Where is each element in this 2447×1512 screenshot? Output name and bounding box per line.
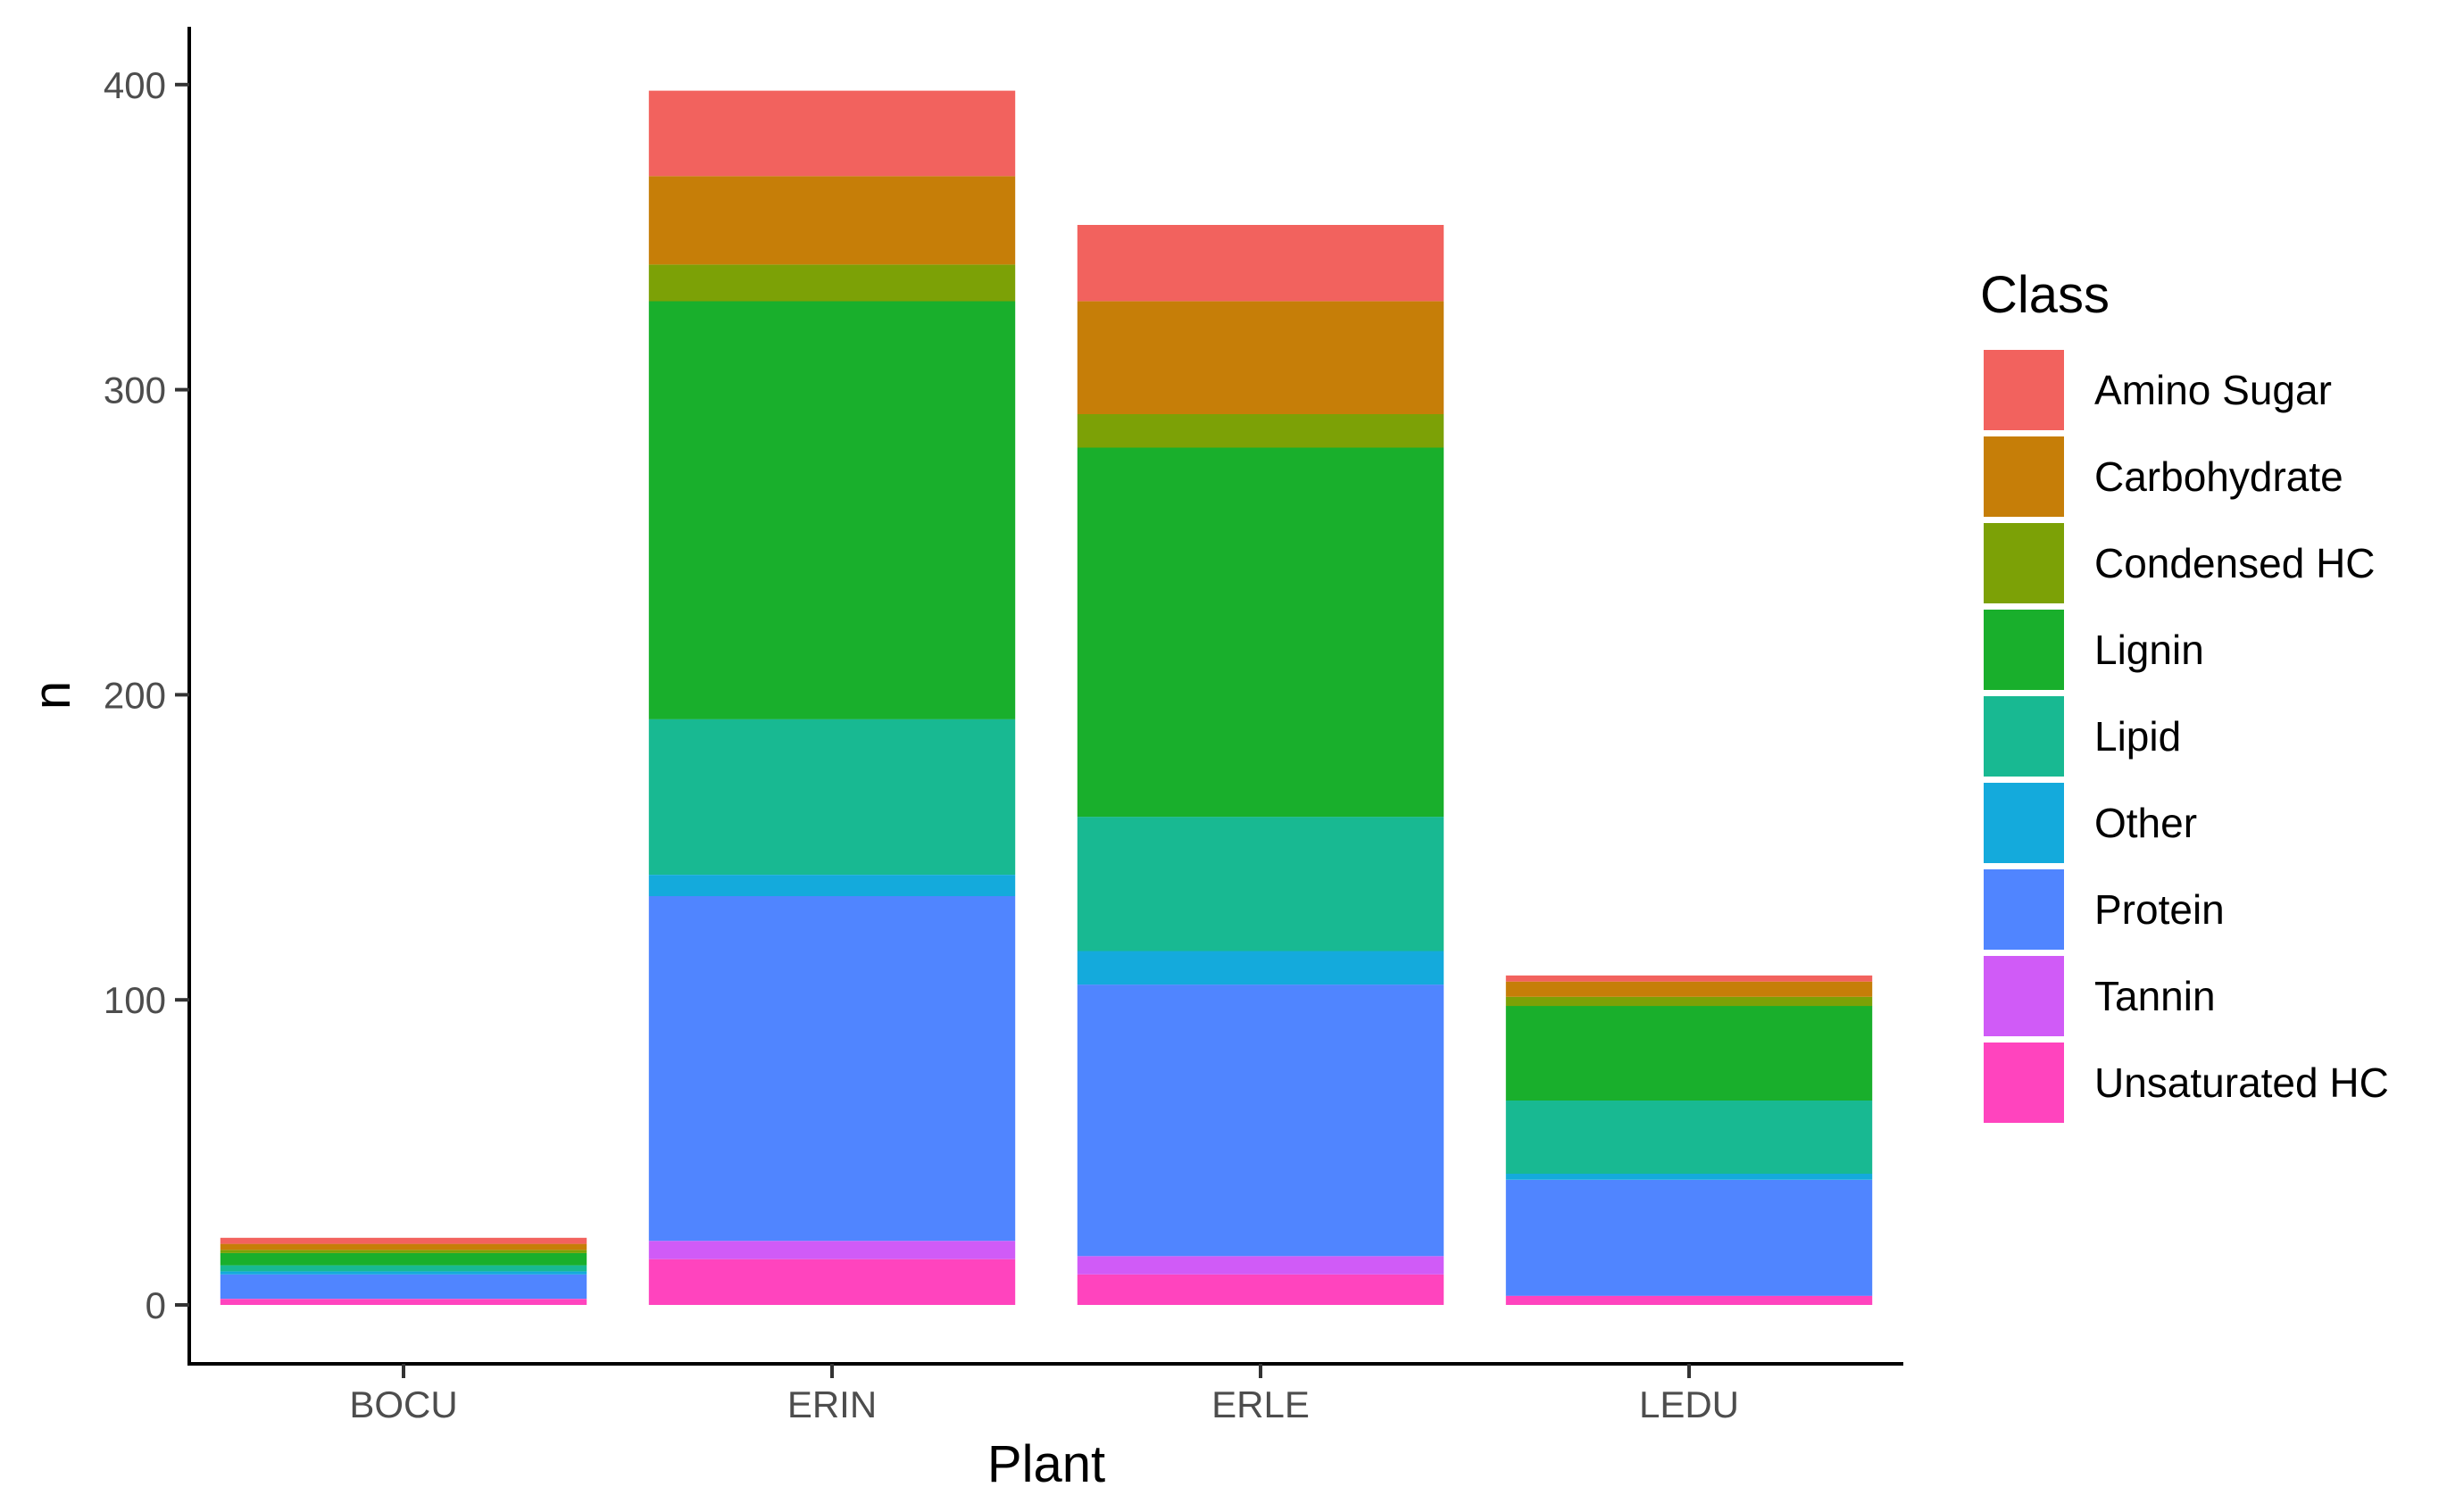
legend-label-lignin: Lignin [2094, 627, 2204, 673]
legend-label-tannin: Tannin [2094, 973, 2216, 1019]
bar-erin-condensed-hc [648, 264, 1016, 302]
bar-bocu-lignin [220, 1252, 587, 1266]
x-tick-label-ledu: LEDU [1639, 1383, 1739, 1425]
legend-title: Class [1980, 266, 2110, 324]
bar-erin-tannin [648, 1241, 1016, 1259]
legend-label-unsaturated-hc: Unsaturated HC [2094, 1059, 2389, 1106]
bar-erin-unsaturated-hc [648, 1259, 1016, 1305]
bar-erle-protein [1077, 984, 1444, 1257]
bar-ledu-lipid [1505, 1101, 1873, 1174]
legend-key-carbohydrate [1984, 436, 2064, 517]
x-tick-label-erin: ERIN [787, 1383, 877, 1425]
bar-erle-carbohydrate [1077, 301, 1444, 414]
bar-erin-protein [648, 896, 1016, 1242]
bar-ledu-unsaturated-hc [1505, 1295, 1873, 1305]
bar-bocu-protein [220, 1274, 587, 1300]
legend-label-protein: Protein [2094, 886, 2225, 933]
bars-layer [220, 90, 1873, 1305]
x-axis-title: Plant [987, 1435, 1105, 1493]
bar-ledu-amino-sugar [1505, 975, 1873, 982]
bar-bocu-carbohydrate [220, 1243, 587, 1250]
bar-ledu-condensed-hc [1505, 996, 1873, 1007]
legend-key-tannin [1984, 956, 2064, 1036]
bar-erin-amino-sugar [648, 90, 1016, 177]
bar-bocu-amino-sugar [220, 1237, 587, 1244]
bar-bocu-unsaturated-hc [220, 1299, 587, 1305]
legend-key-lipid [1984, 696, 2064, 777]
legend-key-unsaturated-hc [1984, 1043, 2064, 1123]
bar-ledu-other [1505, 1174, 1873, 1180]
y-tick-label: 400 [104, 64, 166, 106]
bar-ledu-carbohydrate [1505, 981, 1873, 997]
bar-erle-condensed-hc [1077, 413, 1444, 448]
legend-label-lipid: Lipid [2094, 713, 2181, 760]
bar-erle-tannin [1077, 1256, 1444, 1275]
bar-erin-carbohydrate [648, 176, 1016, 265]
legend-label-amino-sugar: Amino Sugar [2094, 367, 2332, 413]
y-axis-title: n [23, 681, 81, 710]
bar-erle-lipid [1077, 817, 1444, 951]
bar-bocu-condensed-hc [220, 1250, 587, 1253]
legend: Class Amino Sugar Carbohydrate Condensed HC… [1980, 266, 2389, 1123]
y-tick-label: 300 [104, 370, 166, 411]
bar-ledu-lignin [1505, 1006, 1873, 1101]
y-tick-label: 100 [104, 979, 166, 1021]
bar-erle-lignin [1077, 447, 1444, 818]
bar-erle-amino-sugar [1077, 225, 1444, 302]
axes-layer: 0 100 200 300 400 BOCU ERIN ERLE LEDU Plant n [23, 27, 1903, 1493]
x-tick-label-erle: ERLE [1211, 1383, 1310, 1425]
legend-key-condensed-hc [1984, 523, 2064, 603]
legend-key-other [1984, 783, 2064, 863]
legend-key-amino-sugar [1984, 350, 2064, 430]
bar-ledu-protein [1505, 1179, 1873, 1296]
bar-bocu-lipid [220, 1265, 587, 1272]
legend-label-condensed-hc: Condensed HC [2094, 540, 2376, 586]
y-tick-label: 200 [104, 674, 166, 716]
y-tick-label: 0 [146, 1284, 166, 1326]
legend-label-other: Other [2094, 800, 2197, 846]
bar-erin-lignin [648, 301, 1016, 719]
x-tick-label-bocu: BOCU [349, 1383, 457, 1425]
legend-key-lignin [1984, 610, 2064, 690]
bar-erle-other [1077, 951, 1444, 985]
bar-erle-unsaturated-hc [1077, 1274, 1444, 1305]
legend-key-protein [1984, 869, 2064, 950]
legend-label-carbohydrate: Carbohydrate [2094, 453, 2343, 500]
bar-erin-lipid [648, 719, 1016, 875]
bar-bocu-other [220, 1271, 587, 1275]
bar-erin-other [648, 875, 1016, 896]
